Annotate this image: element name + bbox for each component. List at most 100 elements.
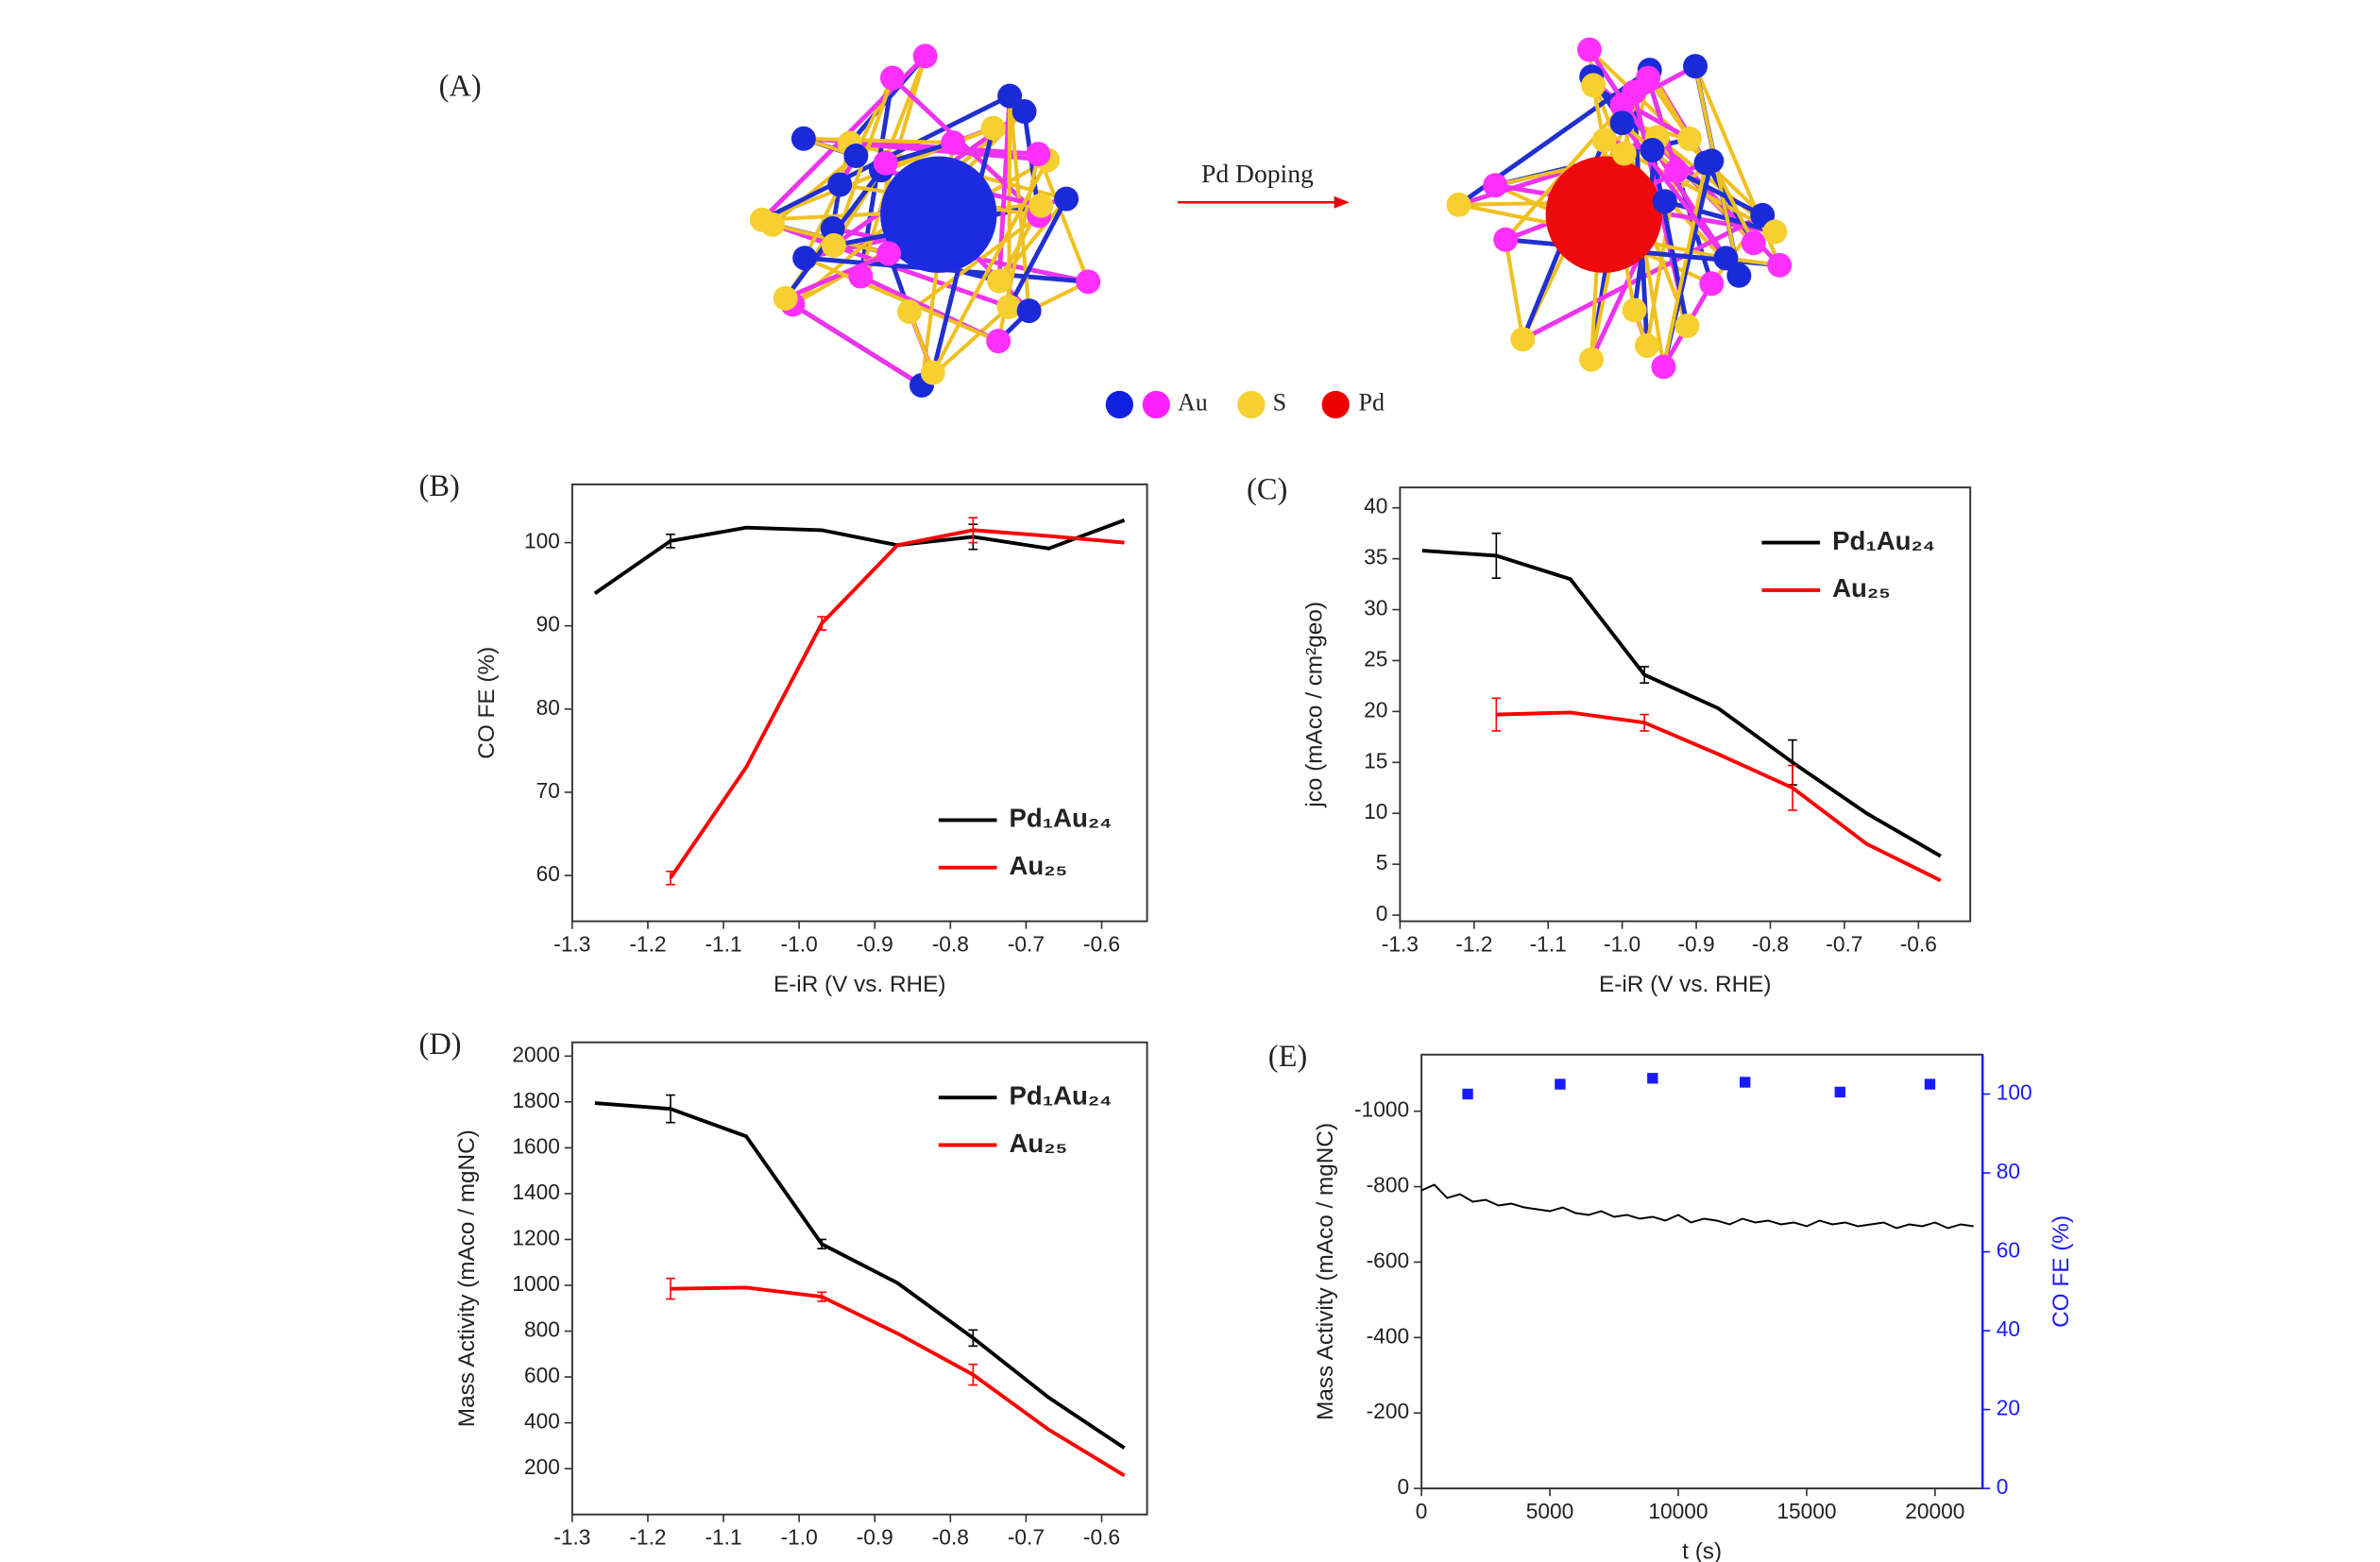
- x-tick-label: -1.2: [629, 931, 666, 956]
- error-bar: [666, 1094, 675, 1124]
- x-axis-label: E-iR (V vs. RHE): [774, 972, 945, 997]
- atom: [827, 172, 853, 197]
- y-tick-label: 1400: [512, 1180, 560, 1204]
- atom: [1622, 297, 1647, 323]
- atom: [980, 115, 1006, 141]
- atom: [1054, 186, 1080, 212]
- x-tick-label: -0.7: [1008, 931, 1045, 956]
- error-bar: [1491, 532, 1502, 579]
- atom: [749, 207, 774, 232]
- atom: [1683, 54, 1708, 79]
- panel-label: (A): [439, 70, 482, 104]
- x-tick-label: -1.3: [553, 1525, 590, 1550]
- legend-dot: [1321, 390, 1350, 419]
- atom: [790, 126, 816, 151]
- atom: [1446, 192, 1471, 217]
- y2-tick-label: 80: [1997, 1159, 2020, 1183]
- y-tick-label: 15: [1364, 748, 1387, 773]
- cluster-art: [749, 37, 1793, 398]
- plot-frame: [1399, 486, 1972, 923]
- x-tick-label: -0.8: [932, 931, 969, 956]
- y-tick-label: 0: [1397, 1474, 1409, 1499]
- y-tick-label: 60: [536, 861, 560, 886]
- y-tick-label: 800: [524, 1317, 560, 1342]
- atom: [848, 263, 874, 289]
- y-tick-label: 90: [536, 612, 560, 637]
- x-tick-label: 15000: [1776, 1499, 1836, 1523]
- data-point: [1739, 1077, 1751, 1088]
- legend-label: Pd: [1359, 388, 1385, 416]
- atom: [1767, 252, 1793, 278]
- y2-axis-label: CO FE (%): [2048, 1215, 2074, 1328]
- atom: [843, 144, 869, 169]
- arrow-head: [1334, 195, 1350, 209]
- y-tick-label: 40: [1364, 494, 1387, 518]
- data-point: [1555, 1078, 1566, 1090]
- x-tick-label: -1.1: [705, 931, 741, 956]
- legend-label: Au₂₅: [1832, 573, 1891, 603]
- atom: [1611, 141, 1637, 166]
- data-point: [1647, 1073, 1658, 1084]
- bond: [1709, 160, 1756, 245]
- y-axis-label: Mass Activity (mAco / mgNC): [1313, 1123, 1338, 1420]
- atom: [1609, 110, 1635, 136]
- x-tick-label: -0.6: [1900, 931, 1937, 956]
- atom: [1016, 298, 1042, 324]
- y-tick-label: 1800: [512, 1088, 560, 1112]
- bond: [1007, 95, 1012, 307]
- atom: [821, 232, 846, 258]
- atom: [1750, 202, 1776, 228]
- atom: [1510, 327, 1536, 352]
- atom: [1676, 126, 1702, 151]
- x-tick-label: -0.7: [1826, 931, 1862, 956]
- atom: [1651, 354, 1676, 380]
- atom: [1012, 99, 1037, 125]
- legend-label: Pd₁Au₂₄: [1009, 804, 1112, 833]
- atom: [1028, 193, 1054, 218]
- bond: [1674, 168, 1764, 218]
- panel-label: (E): [1268, 1040, 1307, 1074]
- atom: [1713, 246, 1739, 271]
- legend-label: Au₂₅: [1009, 851, 1067, 880]
- atom: [1493, 227, 1519, 252]
- atom: [1634, 333, 1659, 358]
- y-tick-label: 10: [1364, 799, 1387, 823]
- legend-label: Pd₁Au₂₄: [1832, 526, 1935, 555]
- data-line: [1496, 710, 1942, 883]
- x-tick-label: -0.6: [1083, 1525, 1120, 1550]
- y-tick-label: 30: [1364, 596, 1387, 620]
- x-tick-label: -0.6: [1083, 931, 1120, 956]
- error-bar: [968, 1329, 978, 1348]
- error-bar: [817, 1238, 827, 1249]
- atom: [1652, 189, 1677, 214]
- plot-frame: [570, 483, 1148, 923]
- error-bar: [1788, 764, 1797, 811]
- x-tick-label: 20000: [1905, 1499, 1964, 1523]
- y2-tick-label: 0: [1997, 1474, 2009, 1499]
- error-bar: [968, 1363, 978, 1386]
- atom: [876, 241, 902, 266]
- x-tick-label: -0.9: [1677, 931, 1714, 956]
- plot-frame: [570, 1041, 1148, 1516]
- y2-tick-label: 40: [1997, 1316, 2020, 1341]
- y-tick-label: 80: [536, 695, 560, 720]
- y-tick-label: 2000: [512, 1042, 560, 1066]
- x-tick-label: -0.9: [857, 931, 893, 956]
- bond: [891, 76, 1041, 218]
- y-tick-label: -400: [1367, 1323, 1409, 1348]
- y-tick-label: -600: [1367, 1248, 1409, 1272]
- x-tick-label: -1.3: [553, 931, 590, 956]
- atom: [1483, 173, 1508, 198]
- y-tick-label: 5: [1376, 850, 1388, 874]
- x-tick-label: -0.8: [1752, 931, 1789, 956]
- bond: [1645, 76, 1679, 172]
- x-axis-label: E-iR (V vs. RHE): [1599, 972, 1771, 997]
- bond: [1007, 197, 1069, 309]
- data-point: [1462, 1088, 1473, 1100]
- data-point: [1924, 1078, 1936, 1090]
- data-line: [669, 528, 1125, 879]
- arrow-label: Pd Doping: [1201, 159, 1314, 188]
- x-tick-label: -0.8: [932, 1525, 969, 1550]
- bond: [804, 256, 999, 344]
- atom: [792, 246, 818, 271]
